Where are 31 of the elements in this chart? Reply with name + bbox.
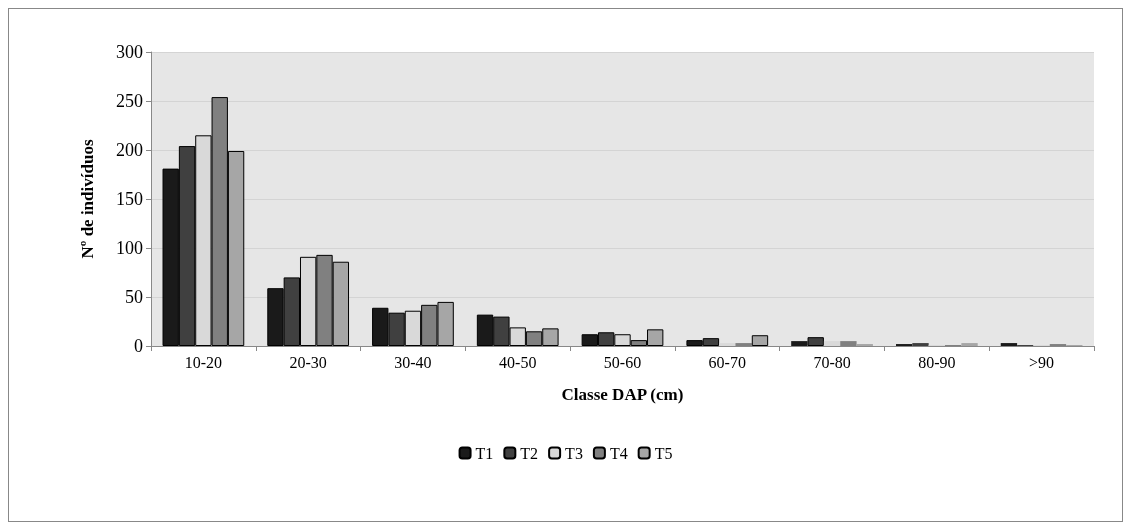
y-axis-title: Nº de indivíduos (78, 139, 97, 259)
y-tick-label: 300 (116, 42, 143, 62)
legend-label: T4 (609, 444, 628, 462)
y-tick-label: 200 (116, 140, 143, 160)
x-tick-label: 50-60 (603, 353, 642, 371)
bar (823, 341, 841, 346)
bar (912, 343, 929, 346)
legend-label: T3 (565, 444, 583, 462)
legend-label: T5 (654, 444, 673, 462)
y-tick-label: 250 (116, 91, 143, 111)
x-tick-label: 10-20 (184, 353, 223, 371)
bar (791, 341, 808, 346)
y-tick-label: 0 (134, 336, 143, 356)
bar (961, 343, 978, 346)
x-tick-label: 70-80 (813, 353, 851, 371)
x-tick-label: 20-30 (289, 353, 327, 371)
x-tick-label: 80-90 (918, 353, 956, 371)
x-axis-title: Classe DAP (cm) (561, 385, 684, 404)
y-tick-label: 150 (116, 189, 143, 209)
bar (1000, 343, 1018, 346)
x-tick-label: 60-70 (708, 353, 746, 371)
legend-label: T2 (520, 444, 539, 462)
bar (751, 335, 769, 346)
y-tick-label: 100 (116, 238, 143, 258)
legend-label: T1 (475, 444, 494, 462)
x-tick-label: >90 (1029, 353, 1055, 371)
bar (807, 337, 824, 346)
x-tick-label: 30-40 (394, 353, 432, 371)
x-tick-label: 40-50 (499, 353, 537, 371)
bar (719, 343, 736, 346)
y-tick-label: 50 (125, 287, 143, 307)
